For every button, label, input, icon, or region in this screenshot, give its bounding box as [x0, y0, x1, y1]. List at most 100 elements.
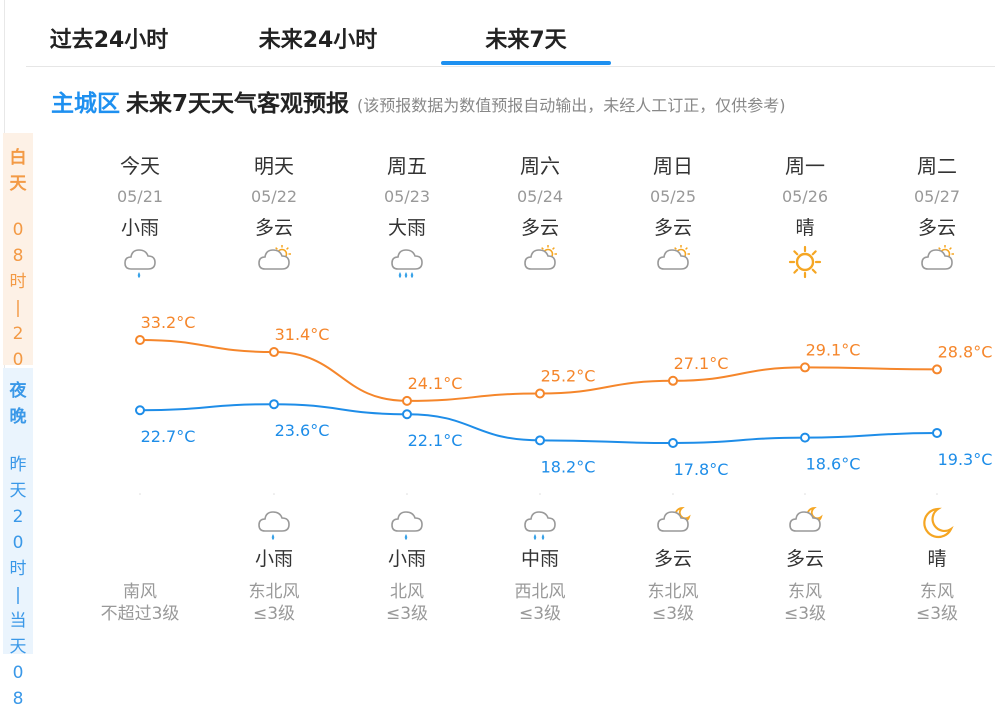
high-temp-label: 25.2°C: [541, 367, 596, 386]
low-temp-point: [402, 409, 412, 420]
baseline-dot: [406, 493, 408, 495]
night-range: 昨天 2 0 时 | 当天 0 8: [9, 455, 27, 709]
day-weather: 多云: [653, 217, 692, 239]
night-weather: [80, 545, 200, 573]
wind-info: 东北风 ≤3级: [214, 581, 334, 625]
low-temp-label: 17.8°C: [674, 460, 729, 479]
wind-info: 东风 ≤3级: [877, 581, 995, 625]
low-temp-label: 18.2°C: [541, 457, 596, 476]
day-name: 周一: [785, 154, 825, 178]
night-weather: 多云: [653, 548, 692, 570]
day-column: 今天 05/21 小雨: [80, 150, 200, 287]
clear-night-icon: [877, 505, 995, 545]
wind-direction: 北风: [390, 582, 424, 602]
forecast-heading: 主城区 未来7天天气客观预报 (该预报数据为数值预报自动输出，未经人工订正，仅供参考…: [51, 84, 786, 117]
baseline-dot: [273, 493, 275, 495]
high-temp-point: [535, 388, 545, 399]
wind-info: 东北风 ≤3级: [613, 581, 733, 625]
wind-info: 南风 不超过3级: [80, 581, 200, 625]
day-weather: 大雨: [387, 217, 426, 239]
wind-info: 西北风 ≤3级: [480, 581, 600, 625]
day-date: 05/22: [250, 187, 298, 206]
low-temp-label: 22.1°C: [408, 431, 463, 450]
night-weather: 中雨: [520, 548, 559, 570]
night-column: 晴东风 ≤3级: [877, 505, 995, 625]
low-temp-point: [535, 435, 545, 446]
page-title: 未来7天天气客观预报: [126, 91, 350, 117]
day-column: 周一 05/26 晴: [745, 150, 865, 287]
tab-past-24h[interactable]: 过去24小时: [49, 28, 169, 53]
low-temp-label: 23.6°C: [275, 421, 330, 440]
low-temp-label: 19.3°C: [938, 450, 993, 469]
wind-level: ≤3级: [651, 604, 695, 624]
partly-cloudy-day-icon: [480, 243, 600, 287]
night-column: 小雨 东北风 ≤3级: [214, 505, 334, 625]
day-weather: 小雨: [120, 217, 159, 239]
high-temp-point: [800, 362, 810, 373]
wind-info: 东风 ≤3级: [745, 581, 865, 625]
partly-cloudy-night-icon: [745, 505, 865, 545]
wind-direction: 南风: [123, 582, 157, 602]
wind-level: ≤3级: [252, 604, 296, 624]
baseline-dot: [804, 493, 806, 495]
light-rain-icon: [214, 505, 334, 545]
day-weather: 多云: [254, 217, 293, 239]
day-column: 明天 05/22 多云: [214, 150, 334, 287]
light-rain-icon: [347, 505, 467, 545]
baseline-dot: [936, 493, 938, 495]
day-name: 周日: [653, 154, 693, 178]
partly-cloudy-day-icon: [214, 243, 334, 287]
low-temp-label: 18.6°C: [806, 455, 861, 474]
region-name: 主城区: [51, 91, 120, 117]
baseline-dot: [139, 493, 141, 495]
night-weather: 晴: [927, 548, 947, 570]
daytime-side-label: 白天 08时|20时: [3, 133, 33, 396]
tab-next-24h[interactable]: 未来24小时: [258, 28, 378, 53]
wind-direction: 东北风: [647, 582, 699, 602]
high-temp-point: [932, 364, 942, 375]
day-name: 今天: [120, 154, 160, 178]
partly-cloudy-night-icon: [613, 505, 733, 545]
wind-level: 不超过3级: [100, 604, 180, 624]
high-temp-label: 28.8°C: [938, 342, 993, 361]
high-temp-point: [668, 375, 678, 386]
day-date: 05/27: [913, 187, 961, 206]
day-column: 周五 05/23 大雨: [347, 150, 467, 287]
daytime-title: 白天: [9, 148, 27, 194]
day-date: 05/21: [116, 187, 164, 206]
low-temp-point: [269, 399, 279, 410]
high-temp-label: 31.4°C: [275, 325, 330, 344]
night-column: 多云东北风 ≤3级: [613, 505, 733, 625]
day-column: 周日 05/25 多云: [613, 150, 733, 287]
tab-bar: 过去24小时 未来24小时 未来7天: [0, 0, 995, 68]
active-tab-indicator: [441, 61, 611, 65]
wind-direction: 东风: [920, 582, 954, 602]
day-date: 05/24: [516, 187, 564, 206]
tab-next-7d[interactable]: 未来7天: [485, 28, 567, 53]
day-column: 周二 05/27 多云: [877, 150, 995, 287]
high-temp-label: 29.1°C: [806, 340, 861, 359]
low-temp-line: [139, 403, 938, 445]
day-name: 周二: [917, 154, 957, 178]
night-side-label: 夜晚 昨天 2 0 时 | 当天 0 8: [3, 368, 33, 709]
wind-direction: 西北风: [514, 582, 566, 602]
night-column: 小雨 北风 ≤3级: [347, 505, 467, 625]
night-column: 多云东风 ≤3级: [745, 505, 865, 625]
day-weather: 晴: [795, 217, 815, 239]
low-temp-point: [800, 432, 810, 443]
moderate-rain-icon: [480, 505, 600, 545]
day-name: 明天: [254, 154, 294, 178]
wind-level: ≤3级: [385, 604, 429, 624]
high-temp-point: [135, 335, 145, 345]
night-column: 中雨西北风 ≤3级: [480, 505, 600, 625]
high-temp-point: [269, 347, 279, 358]
low-temp-point: [668, 438, 678, 448]
wind-level: ≤3级: [783, 604, 827, 624]
night-column: 南风 不超过3级: [80, 505, 200, 625]
night-weather: 多云: [785, 548, 824, 570]
high-temp-point: [402, 395, 412, 406]
low-temp-point: [932, 427, 942, 438]
high-temp-line: [139, 339, 938, 402]
high-temp-label: 24.1°C: [408, 374, 463, 393]
night-title: 夜晚: [9, 381, 27, 427]
